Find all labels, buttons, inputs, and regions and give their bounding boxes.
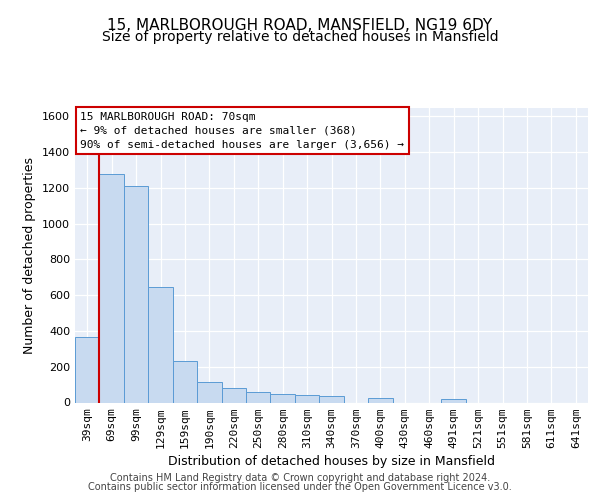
Bar [148, 286, 173, 403]
Text: 15 MARLBOROUGH ROAD: 70sqm
← 9% of detached houses are smaller (368)
90% of semi: 15 MARLBOROUGH ROAD: 70sqm ← 9% of detac… [80, 112, 404, 150]
Bar [442, 400, 466, 402]
Text: Contains public sector information licensed under the Open Government Licence v3: Contains public sector information licen… [88, 482, 512, 492]
Text: Contains HM Land Registry data © Crown copyright and database right 2024.: Contains HM Land Registry data © Crown c… [110, 473, 490, 483]
Bar [368, 398, 392, 402]
Bar [319, 396, 344, 402]
Text: 15, MARLBOROUGH ROAD, MANSFIELD, NG19 6DY: 15, MARLBOROUGH ROAD, MANSFIELD, NG19 6D… [107, 18, 493, 32]
Text: Size of property relative to detached houses in Mansfield: Size of property relative to detached ho… [101, 30, 499, 44]
Bar [271, 394, 295, 402]
Bar [221, 388, 246, 402]
Bar [173, 361, 197, 403]
Bar [295, 396, 319, 402]
Bar [124, 186, 148, 402]
Bar [75, 336, 100, 402]
Bar [246, 392, 271, 402]
Bar [100, 174, 124, 402]
X-axis label: Distribution of detached houses by size in Mansfield: Distribution of detached houses by size … [168, 455, 495, 468]
Y-axis label: Number of detached properties: Number of detached properties [23, 156, 37, 354]
Bar [197, 382, 221, 402]
